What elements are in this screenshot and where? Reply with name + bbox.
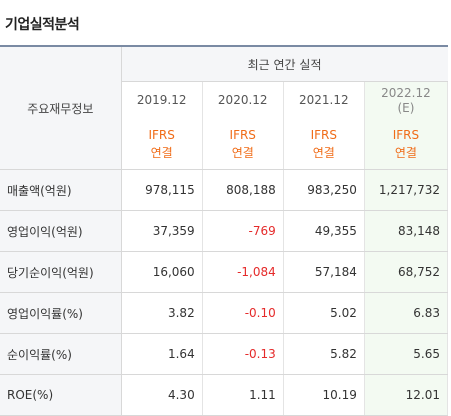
section-title: 기업실적분석 bbox=[5, 17, 80, 33]
table-cell: 49,355 bbox=[283, 210, 365, 252]
table-header-row: 주요재무정보 최근 연간 실적 bbox=[0, 46, 448, 170]
table-cell: 1,217,732 bbox=[364, 169, 449, 211]
table-row: 영업이익(억원) 37,359 -769 49,355 83,148 bbox=[0, 210, 449, 252]
estimate-marker: (E) bbox=[397, 100, 415, 115]
table-cell: -769 bbox=[202, 210, 284, 252]
table-row: 매출액(억원) 978,115 808,188 983,250 1,217,73… bbox=[0, 169, 449, 211]
table-cell: 5.02 bbox=[283, 292, 365, 334]
table-cell: 983,250 bbox=[283, 169, 365, 211]
table-cell: -1,084 bbox=[202, 251, 284, 293]
label-column-header: 주요재무정보 bbox=[0, 46, 122, 170]
accounting-standard: IFRS 연결 bbox=[283, 119, 365, 170]
table-cell: 57,184 bbox=[283, 251, 365, 293]
row-label-net-margin: 순이익률(%) bbox=[0, 333, 122, 375]
table-cell: 1.11 bbox=[202, 374, 284, 416]
year-header-estimate: 2022.12 (E) bbox=[364, 81, 449, 119]
table-cell: 5.65 bbox=[364, 333, 449, 375]
table-cell: 808,188 bbox=[202, 169, 284, 211]
financial-summary-table: 주요재무정보 최근 연간 실적 2019.12 2020.12 2021.12 … bbox=[0, 45, 449, 416]
year-header: 2019.12 bbox=[121, 81, 203, 119]
accounting-standard: IFRS 연결 bbox=[202, 119, 284, 170]
table-cell: 12.01 bbox=[364, 374, 449, 416]
row-label-net-income: 당기순이익(억원) bbox=[0, 251, 122, 293]
accounting-standard: IFRS 연결 bbox=[364, 119, 449, 170]
row-label-operating-margin: 영업이익률(%) bbox=[0, 292, 122, 334]
row-label-roe: ROE(%) bbox=[0, 374, 122, 416]
accounting-standard: IFRS 연결 bbox=[121, 119, 203, 170]
table-cell: 5.82 bbox=[283, 333, 365, 375]
standard-header-row: IFRS 연결 IFRS 연결 IFRS 연결 IFRS 연결 bbox=[0, 119, 449, 170]
table-cell: 3.82 bbox=[121, 292, 203, 334]
table-row: 영업이익률(%) 3.82 -0.10 5.02 6.83 bbox=[0, 292, 449, 334]
table-cell: 978,115 bbox=[121, 169, 203, 211]
row-label-revenue: 매출액(억원) bbox=[0, 169, 122, 211]
table-cell: 10.19 bbox=[283, 374, 365, 416]
table-cell: 16,060 bbox=[121, 251, 203, 293]
table-row: 순이익률(%) 1.64 -0.13 5.82 5.65 bbox=[0, 333, 449, 375]
table-row: 당기순이익(억원) 16,060 -1,084 57,184 68,752 bbox=[0, 251, 449, 293]
table-cell: 68,752 bbox=[364, 251, 449, 293]
year-header: 2020.12 bbox=[202, 81, 284, 119]
year-header-row: 2019.12 2020.12 2021.12 2022.12 (E) bbox=[0, 81, 449, 119]
row-label-operating-profit: 영업이익(억원) bbox=[0, 210, 122, 252]
year-header: 2021.12 bbox=[283, 81, 365, 119]
table-cell: 83,148 bbox=[364, 210, 449, 252]
table-row: ROE(%) 4.30 1.11 10.19 12.01 bbox=[0, 374, 449, 416]
table-cell: 37,359 bbox=[121, 210, 203, 252]
table-cell: 4.30 bbox=[121, 374, 203, 416]
table-cell: -0.10 bbox=[202, 292, 284, 334]
group-column-header: 최근 연간 실적 bbox=[121, 46, 448, 82]
table-cell: 1.64 bbox=[121, 333, 203, 375]
table-cell: 6.83 bbox=[364, 292, 449, 334]
table-cell: -0.13 bbox=[202, 333, 284, 375]
